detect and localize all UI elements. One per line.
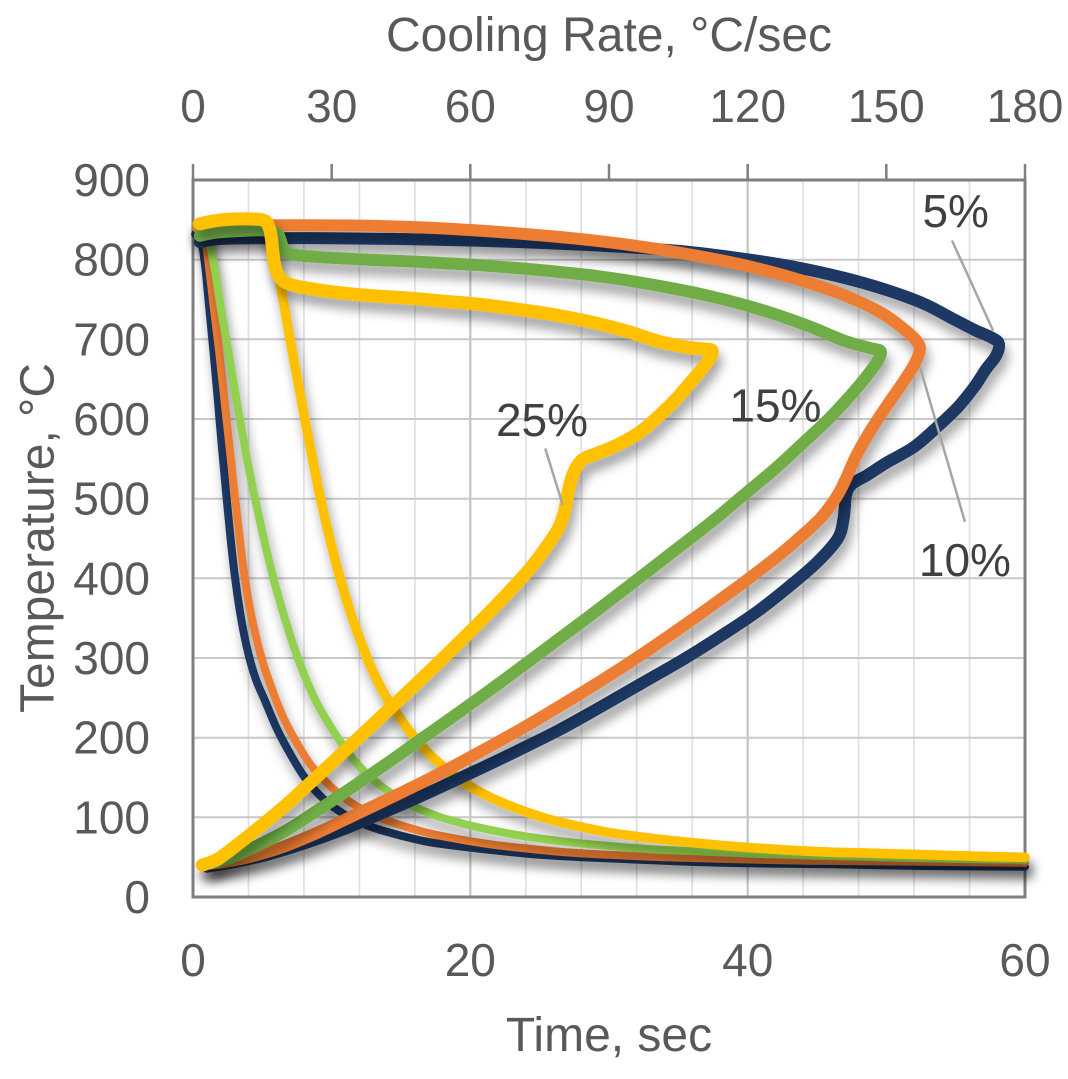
top-axis-title: Cooling Rate, °C/sec — [385, 9, 833, 62]
top-axis-tick-label: 0 — [180, 80, 206, 132]
left-axis-tick-label: 900 — [73, 154, 150, 206]
bottom-axis-tick-label: 40 — [722, 934, 773, 986]
left-axis-tick-label: 700 — [73, 313, 150, 365]
left-axis-tick-label: 800 — [73, 234, 150, 286]
left-axis-tick-label: 400 — [73, 552, 150, 604]
series-time-25pct-curve — [192, 214, 1030, 862]
annotation-label: 5% — [922, 185, 988, 237]
annotation-label: 25% — [496, 394, 588, 446]
series-rate-10pct-curve — [193, 219, 926, 870]
annotation-leader-line — [544, 448, 564, 506]
left-axis-tick-label: 100 — [73, 791, 150, 843]
annotations: 5% 10% 15% 25% — [496, 185, 1011, 586]
bottom-axis-tick-label: 20 — [445, 934, 496, 986]
axes — [191, 164, 1027, 899]
top-axis-tick-label: 90 — [583, 80, 634, 132]
annotation-label: 10% — [919, 534, 1011, 586]
left-axis-tick-label: 0 — [124, 871, 150, 923]
annotation-leader-line — [918, 366, 967, 523]
left-axis-tick-label: 500 — [73, 473, 150, 525]
series-time-10pct-curve — [191, 222, 1029, 867]
top-axis-tick-label: 150 — [848, 80, 925, 132]
top-axis-tick-label: 120 — [709, 80, 786, 132]
left-axis-tick-label: 200 — [73, 712, 150, 764]
top-axis-tick-label: 30 — [306, 80, 357, 132]
bottom-axis-tick-label: 60 — [999, 934, 1050, 986]
curves — [191, 212, 1030, 873]
bottom-axis-title: Time, sec — [505, 1009, 713, 1062]
left-axis-tick-label: 600 — [73, 393, 150, 445]
left-axis-tick-label: 300 — [73, 632, 150, 684]
top-axis-tick-label: 180 — [987, 80, 1064, 132]
bottom-axis-tick-label: 0 — [180, 934, 206, 986]
tick-labels: 0 30 60 90 120 150 180900800700600500400300200… — [73, 80, 1063, 986]
annotation-label: 15% — [729, 380, 821, 432]
top-axis-tick-label: 60 — [445, 80, 496, 132]
series-rate-25pct-curve — [193, 212, 719, 872]
annotation-leader-line — [950, 239, 995, 332]
series-rate-15pct-curve — [193, 224, 888, 870]
